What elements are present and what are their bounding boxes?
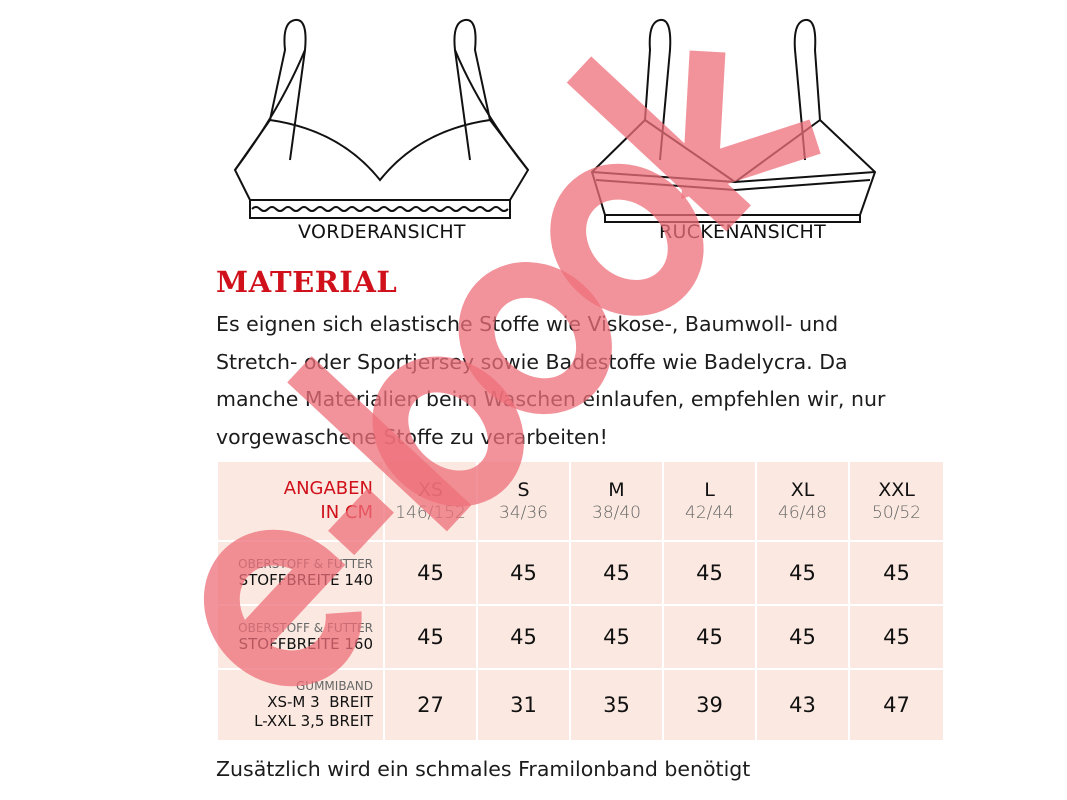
material-line: Stretch- oder Sportjersey sowie Badestof… <box>216 349 848 374</box>
front-view-drawing <box>233 18 530 219</box>
table-cell: 39 <box>662 668 757 742</box>
back-view-drawing <box>590 18 877 223</box>
bra-illustrations <box>233 18 877 223</box>
table-cell: 45 <box>848 540 945 606</box>
material-line: Es eignen sich elastische Stoffe wie Vis… <box>216 312 839 336</box>
size-header: XS 146/152 <box>383 460 478 542</box>
table-header-row: ANGABEN IN CM XS 146/152 S 34/36 M 38/40 L 42… <box>216 460 945 542</box>
size-eu: 38/40 <box>592 503 641 523</box>
table-cell: 45 <box>755 604 850 670</box>
material-line: vorgewaschene Stoffe zu verarbeiten! <box>216 424 608 449</box>
table-cell: 45 <box>476 540 571 606</box>
table-cell: 43 <box>755 668 850 742</box>
size-header: XXL 50/52 <box>848 460 945 542</box>
row-label-main: L-XXL 3,5 BREIT <box>254 712 373 730</box>
size-eu: 46/48 <box>778 503 827 523</box>
table-cell: 47 <box>848 668 945 742</box>
size-name: XL <box>790 479 815 501</box>
front-view-caption: VORDERANSICHT <box>298 221 466 243</box>
size-header: L 42/44 <box>662 460 757 542</box>
row-label-main: STOFFBREITE 160 <box>238 634 373 653</box>
size-name: XXL <box>878 479 915 501</box>
material-line: manche Materialien beim Waschen einlaufe… <box>216 387 886 411</box>
size-eu: 146/152 <box>395 503 466 523</box>
table-cell: 45 <box>569 604 664 670</box>
size-name: M <box>608 479 625 501</box>
units-label-line: IN CM <box>320 502 373 523</box>
row-label-small: OBERSTOFF & FUTTER <box>238 556 373 571</box>
material-description: Es eignen sich elastische Stoffe wie Vis… <box>216 306 976 456</box>
row-label-main: XS-M 3 BREIT <box>267 693 373 711</box>
table-cell: 45 <box>569 540 664 606</box>
units-label-line: ANGABEN <box>283 478 373 499</box>
size-eu: 42/44 <box>685 503 734 523</box>
back-view-caption: RÜCKENANSICHT <box>659 221 826 243</box>
row-label-small: OBERSTOFF & FUTTER <box>238 620 373 635</box>
size-name: L <box>704 479 715 501</box>
table-cell: 45 <box>662 540 757 606</box>
table-cell: 45 <box>476 604 571 670</box>
footer-note: Zusätzlich wird ein schmales Framilonban… <box>216 757 751 781</box>
row-label: OBERSTOFF & FUTTER STOFFBREITE 140 <box>216 540 385 606</box>
table-cell: 31 <box>476 668 571 742</box>
row-label: OBERSTOFF & FUTTER STOFFBREITE 160 <box>216 604 385 670</box>
size-name: S <box>517 479 530 501</box>
table-cell: 45 <box>662 604 757 670</box>
size-header: S 34/36 <box>476 460 571 542</box>
row-label-main: STOFFBREITE 140 <box>238 570 373 589</box>
table-cell: 35 <box>569 668 664 742</box>
table-cell: 45 <box>848 604 945 670</box>
table-row: GUMMIBAND XS-M 3 BREIT L-XXL 3,5 BREIT 27 … <box>216 668 945 742</box>
table-row: OBERSTOFF & FUTTER STOFFBREITE 140 45 45 … <box>216 540 945 606</box>
size-name: XS <box>417 479 444 501</box>
material-heading: MATERIAL <box>216 265 398 299</box>
size-header: M 38/40 <box>569 460 664 542</box>
table-cell: 27 <box>383 668 478 742</box>
fabric-requirements-table: ANGABEN IN CM XS 146/152 S 34/36 M 38/40 L 42… <box>216 460 945 742</box>
table-cell: 45 <box>383 540 478 606</box>
table-cell: 45 <box>755 540 850 606</box>
size-header: XL 46/48 <box>755 460 850 542</box>
units-label: ANGABEN IN CM <box>216 460 385 542</box>
size-eu: 50/52 <box>872 503 921 523</box>
table-cell: 45 <box>383 604 478 670</box>
size-eu: 34/36 <box>499 503 548 523</box>
table-row: OBERSTOFF & FUTTER STOFFBREITE 160 45 45 … <box>216 604 945 670</box>
row-label-small: GUMMIBAND <box>296 679 373 693</box>
row-label: GUMMIBAND XS-M 3 BREIT L-XXL 3,5 BREIT <box>216 668 385 742</box>
